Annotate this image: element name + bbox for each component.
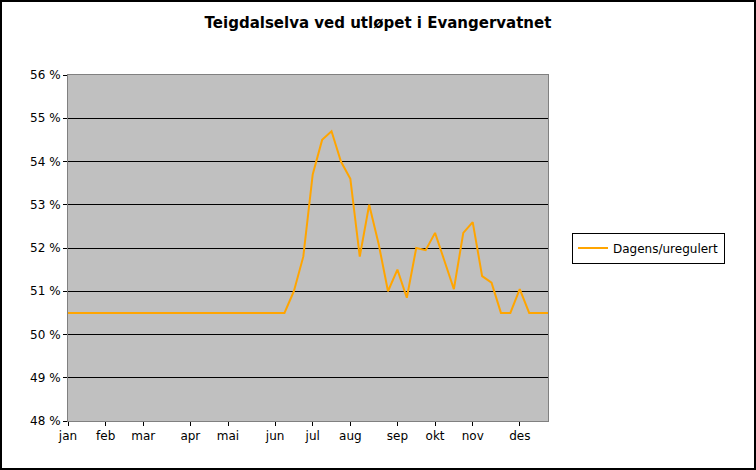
svg-text:Teigdalselva ved utløpet i Eva: Teigdalselva ved utløpet i Evangervatnet <box>205 14 552 32</box>
svg-text:nov: nov <box>462 429 484 443</box>
svg-text:okt: okt <box>426 429 445 443</box>
svg-text:Dagens/uregulert: Dagens/uregulert <box>613 242 718 256</box>
svg-text:sep: sep <box>387 429 408 443</box>
svg-text:jan: jan <box>58 429 77 443</box>
svg-text:apr: apr <box>180 429 200 443</box>
svg-text:feb: feb <box>96 429 115 443</box>
svg-text:54 %: 54 % <box>30 155 61 169</box>
svg-text:50 %: 50 % <box>30 328 61 342</box>
svg-text:mar: mar <box>131 429 155 443</box>
svg-text:52 %: 52 % <box>30 241 61 255</box>
svg-text:48 %: 48 % <box>30 414 61 428</box>
svg-text:jul: jul <box>305 429 320 443</box>
svg-text:49 %: 49 % <box>30 371 61 385</box>
svg-text:mai: mai <box>217 429 239 443</box>
svg-text:jun: jun <box>265 429 285 443</box>
svg-text:55 %: 55 % <box>30 111 61 125</box>
svg-text:des: des <box>509 429 530 443</box>
svg-text:51 %: 51 % <box>30 284 61 298</box>
svg-text:aug: aug <box>339 429 362 443</box>
svg-text:56 %: 56 % <box>30 68 61 82</box>
svg-text:53 %: 53 % <box>30 198 61 212</box>
